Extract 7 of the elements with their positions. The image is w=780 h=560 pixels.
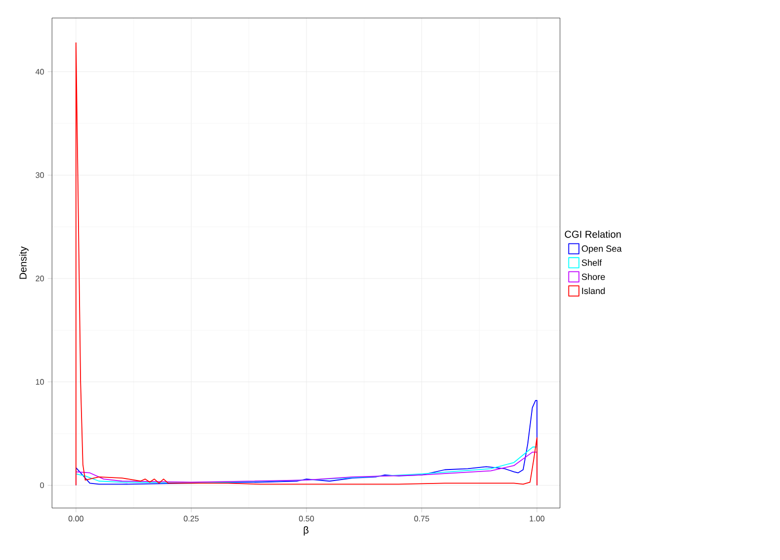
legend-label: Shelf [582,259,602,266]
legend-label: Shore [582,273,605,280]
legend-title: CGI Relation [564,230,621,238]
legend-label: Island [582,288,605,294]
legend-label: Open Sea [582,245,622,254]
y-axis-title: Density [19,246,29,279]
x-axis-title: β [304,526,308,536]
